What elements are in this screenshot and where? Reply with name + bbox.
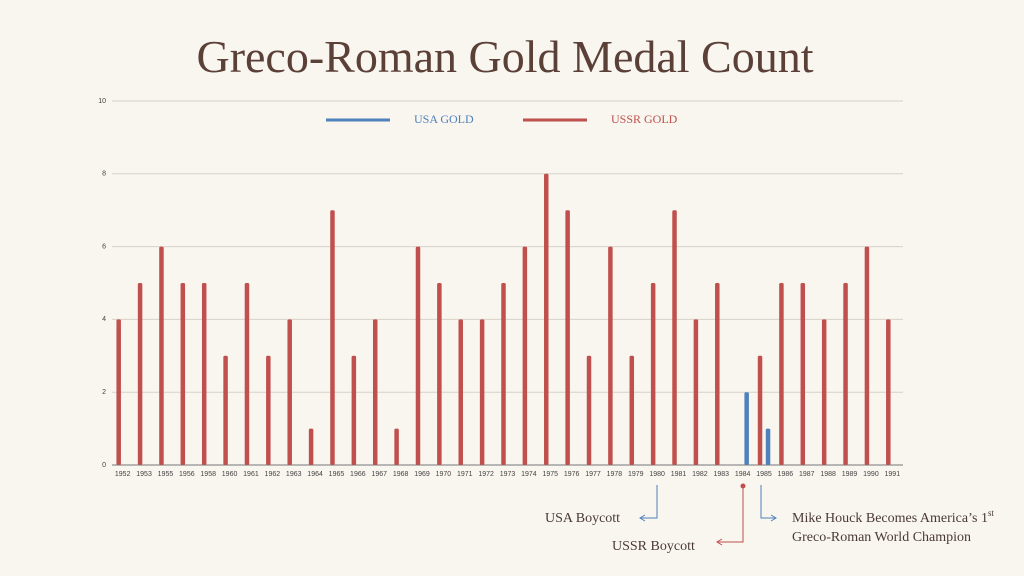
bar — [201, 283, 207, 465]
ussr-boycott-arrow — [718, 486, 744, 543]
bar — [608, 246, 613, 465]
bar — [586, 355, 592, 465]
bar — [266, 355, 271, 465]
x-tick-label: 1986 — [778, 471, 794, 478]
x-tick-label: 1967 — [371, 471, 387, 478]
x-tick-label: 1987 — [799, 471, 815, 478]
bar — [394, 428, 399, 465]
x-tick-label: 1962 — [265, 471, 281, 478]
bar — [137, 283, 143, 465]
bar — [765, 428, 771, 465]
bar — [544, 173, 549, 466]
bar — [779, 283, 784, 465]
x-tick-label: 1984 — [735, 471, 751, 478]
x-tick-label: 1965 — [329, 471, 345, 478]
x-tick-label: 1974 — [521, 471, 537, 478]
bar — [886, 319, 891, 465]
bar — [287, 319, 292, 465]
x-tick-label: 1952 — [115, 471, 131, 478]
bar — [351, 355, 357, 465]
bar — [757, 355, 763, 465]
y-tick-label: 2 — [102, 389, 106, 396]
bar — [437, 283, 442, 465]
x-tick-label: 1989 — [842, 471, 858, 478]
x-tick-label: 1956 — [179, 471, 195, 478]
usa-boycott-arrowhead — [639, 514, 646, 522]
x-tick-label: 1953 — [136, 471, 152, 478]
bar — [116, 319, 121, 465]
x-tick-label: 1958 — [200, 471, 216, 478]
houck-arrowhead — [770, 514, 777, 522]
bar — [372, 319, 378, 465]
legend-label: USA GOLD — [414, 112, 474, 126]
x-tick-label: 1975 — [542, 471, 558, 478]
bar — [479, 319, 485, 465]
bar — [672, 210, 677, 465]
x-tick-label: 1969 — [414, 471, 430, 478]
x-tick-label: 1960 — [222, 471, 238, 478]
x-tick-label: 1973 — [500, 471, 516, 478]
legend-label: USSR GOLD — [611, 112, 678, 126]
x-tick-label: 1991 — [885, 471, 901, 478]
y-tick-label: 10 — [98, 98, 106, 105]
y-tick-label: 0 — [102, 462, 106, 469]
x-tick-label: 1966 — [350, 471, 366, 478]
x-tick-label: 1963 — [286, 471, 302, 478]
x-tick-label: 1968 — [393, 471, 409, 478]
x-tick-label: 1985 — [756, 471, 772, 478]
ussr-boycott-arrowhead — [716, 538, 723, 546]
bar — [565, 210, 570, 465]
annotation: USA Boycott — [545, 511, 620, 526]
y-tick-label: 4 — [102, 316, 106, 323]
x-tick-label: 1964 — [307, 471, 323, 478]
bar — [330, 210, 335, 465]
x-tick-label: 1983 — [713, 471, 729, 478]
houck-arrow — [760, 485, 775, 519]
bar — [180, 283, 186, 465]
annotation: USSR Boycott — [612, 539, 695, 554]
chart-title: Greco-Roman Gold Medal Count — [196, 31, 813, 82]
bar — [744, 392, 749, 465]
bar — [415, 246, 421, 465]
bar — [244, 283, 250, 465]
bar — [821, 319, 827, 465]
bar — [800, 283, 806, 465]
x-tick-label: 1990 — [863, 471, 879, 478]
x-tick-label: 1982 — [692, 471, 708, 478]
bar — [629, 355, 635, 465]
bar — [522, 246, 528, 465]
y-tick-label: 6 — [102, 243, 106, 250]
bar — [864, 246, 870, 465]
x-tick-label: 1972 — [478, 471, 494, 478]
annotation-text: Mike Houck Becomes America’s 1 — [792, 511, 988, 526]
bar — [223, 355, 228, 465]
bar — [458, 319, 463, 465]
bar — [501, 283, 506, 465]
bar — [693, 319, 699, 465]
usa-boycott-arrow — [641, 485, 658, 519]
annotation-arrows — [639, 483, 777, 546]
x-tick-label: 1981 — [671, 471, 687, 478]
y-tick-label: 8 — [102, 171, 106, 178]
x-tick-label: 1977 — [585, 471, 601, 478]
bar — [843, 283, 848, 465]
x-tick-label: 1988 — [820, 471, 836, 478]
x-tick-label: 1961 — [243, 471, 259, 478]
x-tick-label: 1979 — [628, 471, 644, 478]
bar — [715, 283, 720, 465]
x-tick-label: 1970 — [436, 471, 452, 478]
annotation: Mike Houck Becomes America’s 1st — [792, 508, 994, 526]
x-tick-label: 1978 — [607, 471, 623, 478]
x-tick-label: 1976 — [564, 471, 580, 478]
bar — [650, 283, 656, 465]
annotation: Greco-Roman World Champion — [792, 530, 971, 545]
annotation-superscript: st — [988, 508, 995, 518]
x-tick-label: 1955 — [158, 471, 174, 478]
bar — [308, 428, 314, 465]
bar — [159, 246, 164, 465]
x-tick-label: 1971 — [457, 471, 473, 478]
x-tick-label: 1980 — [649, 471, 665, 478]
